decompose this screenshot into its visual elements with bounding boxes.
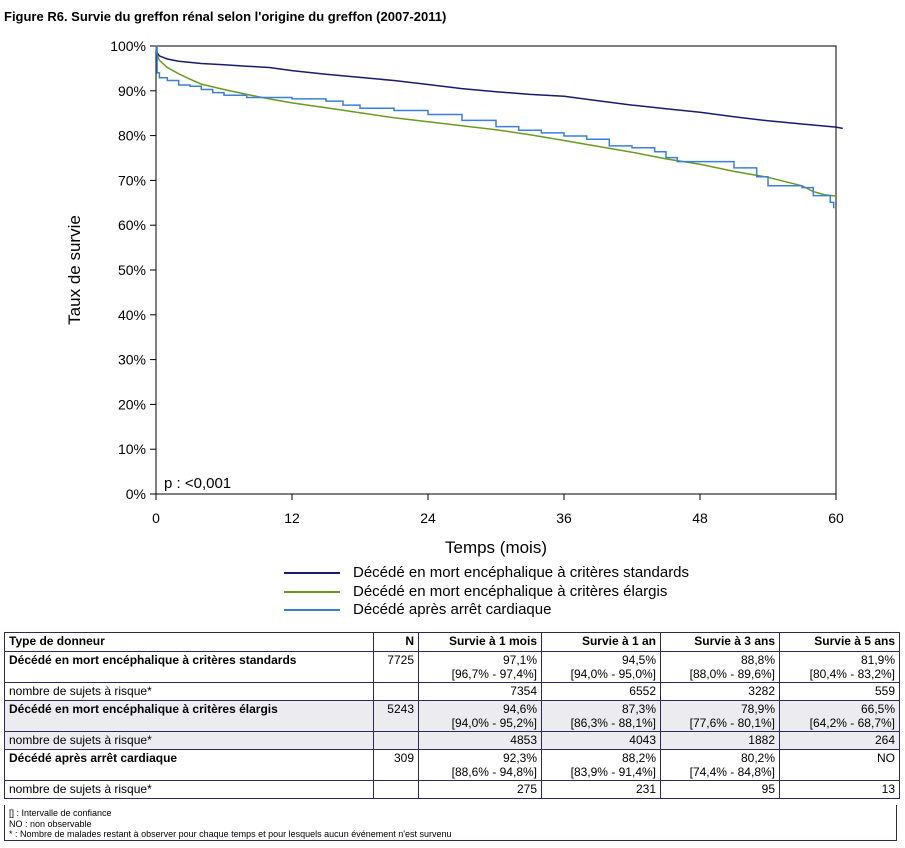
series-line-arret: [156, 45, 835, 209]
risk-value: 1882: [660, 731, 780, 750]
risk-label: nombre de sujets à risque*: [4, 682, 374, 701]
risk-value: 231: [541, 780, 661, 799]
y-tick-label: 60%: [118, 217, 146, 233]
header-type: Type de donneur: [4, 632, 374, 652]
legend-swatch-arret: [284, 609, 340, 611]
table-row: Décédé en mort encéphalique à critères s…: [4, 651, 900, 683]
risk-value: 6552: [541, 682, 661, 701]
y-tick-label: 30%: [118, 352, 146, 368]
row-survie: 78,9% [77,6% - 80,1%]: [660, 700, 780, 732]
row-survie: NO: [779, 749, 900, 781]
figure-title: Figure R6. Survie du greffon rénal selon…: [4, 9, 447, 24]
header-1-an: Survie à 1 an: [541, 632, 661, 652]
series-layer: [155, 45, 843, 209]
risk-empty: [373, 682, 419, 701]
y-tick-label: 50%: [118, 262, 146, 278]
plot-frame: [155, 45, 837, 495]
row-survie: 97,1% [96,7% - 97,4%]: [418, 651, 542, 683]
table-risk-row: nombre de sujets à risque* 275 231 95 13: [4, 780, 900, 799]
risk-value: 559: [779, 682, 900, 701]
risk-value: 4043: [541, 731, 661, 750]
footnote-risk: * : Nombre de malades restant à observer…: [9, 829, 452, 839]
row-survie: 66,5% [64,2% - 68,7%]: [779, 700, 900, 732]
y-axis-title: Taux de survie: [65, 215, 84, 325]
risk-label: nombre de sujets à risque*: [4, 731, 374, 750]
risk-empty: [373, 731, 419, 750]
x-axis-title: Temps (mois): [445, 538, 547, 557]
footnote-ci: [] : Intervalle de confiance: [9, 808, 112, 818]
risk-value: 275: [418, 780, 542, 799]
table-row: Décédé après arrêt cardiaque 309 92,3% [8…: [4, 749, 900, 781]
y-axis: 0% 10% 20% 30% 40% 50% 60% 70% 80% 90% 100%: [110, 38, 156, 502]
series-line-elargis: [155, 45, 837, 197]
legend-label-standards: Décédé en mort encéphalique à critères s…: [353, 564, 690, 581]
risk-value: 7354: [418, 682, 542, 701]
risk-value: 13: [779, 780, 900, 799]
risk-value: 95: [660, 780, 780, 799]
row-type: Décédé après arrêt cardiaque: [4, 749, 374, 781]
survival-chart: 0% 10% 20% 30% 40% 50% 60% 70% 80% 90% 100% 0 12 24 3…: [65, 38, 844, 557]
x-tick-label: 60: [828, 510, 844, 526]
row-type: Décédé en mort encéphalique à critères é…: [4, 700, 374, 732]
row-survie: 81,9% [80,4% - 83,2%]: [779, 651, 900, 683]
row-n: 309: [373, 749, 419, 781]
x-tick-label: 24: [420, 510, 436, 526]
x-tick-label: 12: [284, 510, 300, 526]
x-tick-label: 36: [556, 510, 572, 526]
y-tick-label: 40%: [118, 307, 146, 323]
table-risk-row: nombre de sujets à risque* 4853 4043 188…: [4, 731, 900, 750]
table-header-row: Type de donneur N Survie à 1 mois Survie…: [4, 632, 900, 652]
row-survie: 87,3% [86,3% - 88,1%]: [541, 700, 661, 732]
x-tick-label: 0: [152, 510, 160, 526]
y-tick-label: 70%: [118, 172, 146, 188]
risk-label: nombre de sujets à risque*: [4, 780, 374, 799]
x-tick-label: 48: [692, 510, 708, 526]
risk-value: 264: [779, 731, 900, 750]
row-survie: 92,3% [88,6% - 94,8%]: [418, 749, 542, 781]
header-1-mois: Survie à 1 mois: [418, 632, 542, 652]
x-axis: 0 12 24 36 48 60: [152, 494, 844, 526]
legend-swatch-standards: [284, 572, 340, 574]
y-tick-label: 20%: [118, 396, 146, 412]
footnote-no: NO : non observable: [9, 818, 92, 829]
legend-label-elargis: Décédé en mort encéphalique à critères é…: [353, 582, 668, 600]
risk-empty: [373, 780, 419, 799]
y-tick-label: 90%: [118, 83, 146, 99]
y-tick-label: 80%: [118, 128, 146, 144]
table-footnotes: [] : Intervalle de confiance NO : non ob…: [4, 805, 897, 841]
legend-swatch-elargis: [284, 590, 340, 593]
risk-value: 4853: [418, 731, 542, 750]
row-type: Décédé en mort encéphalique à critères s…: [4, 651, 374, 683]
header-n: N: [373, 632, 419, 652]
row-survie: 94,5% [94,0% - 95,0%]: [541, 651, 661, 683]
series-line-standards: [155, 45, 843, 130]
table-risk-row: nombre de sujets à risque* 7354 6552 328…: [4, 682, 900, 701]
row-survie: 88,2% [83,9% - 91,4%]: [541, 749, 661, 781]
y-tick-label: 100%: [110, 38, 146, 54]
legend-label-arret: Décédé après arrêt cardiaque: [353, 601, 552, 618]
header-3-ans: Survie à 3 ans: [660, 632, 780, 652]
row-survie: 80,2% [74,4% - 84,8%]: [660, 749, 780, 781]
row-n: 7725: [373, 651, 419, 683]
header-5-ans: Survie à 5 ans: [779, 632, 900, 652]
row-survie: 94,6% [94,0% - 95,2%]: [418, 700, 542, 732]
row-n: 5243: [373, 700, 419, 732]
survival-table: Type de donneur N Survie à 1 mois Survie…: [4, 632, 900, 799]
row-survie: 88,8% [88,0% - 89,6%]: [660, 651, 780, 683]
p-value-annotation: p : <0,001: [164, 475, 231, 492]
y-tick-label: 10%: [118, 441, 146, 457]
table-row: Décédé en mort encéphalique à critères é…: [4, 700, 900, 732]
y-tick-label: 0%: [126, 486, 146, 502]
risk-value: 3282: [660, 682, 780, 701]
